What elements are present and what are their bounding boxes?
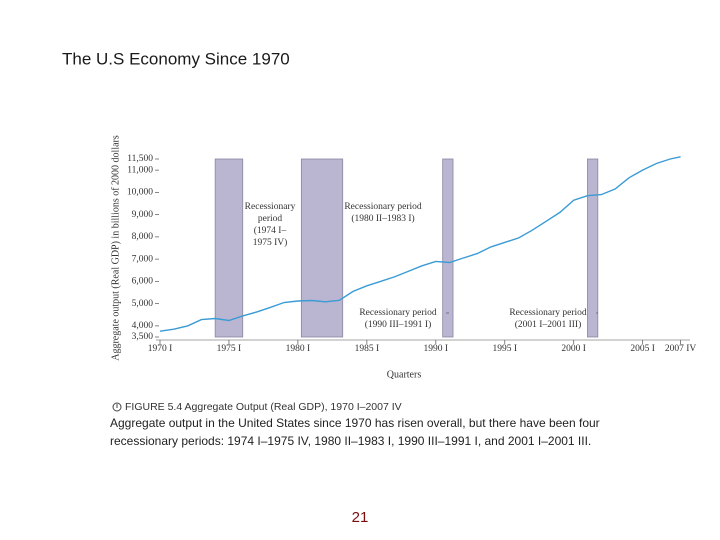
x-tick-label: 2005 I xyxy=(630,344,655,354)
y-tick-label: 6,000 xyxy=(132,277,154,287)
recession-band xyxy=(214,158,244,338)
y-tick-label: 9,000 xyxy=(132,210,154,220)
y-tick-label: 8,000 xyxy=(132,232,154,242)
x-tick-label: 1995 I xyxy=(492,344,517,354)
annotation: (1990 III–1991 I) xyxy=(365,319,431,330)
annotation: Recessionary period xyxy=(359,308,437,318)
description: recessionary periods: 1974 I–1975 IV, 19… xyxy=(110,434,591,448)
annotation: period xyxy=(258,214,283,224)
annotation: (2001 I–2001 III) xyxy=(515,319,581,330)
figure-caption: FIGURE 5.4 Aggregate Output (Real GDP), … xyxy=(125,401,402,413)
annotation: Recessionary period xyxy=(509,308,587,318)
annotation: (1974 I– xyxy=(254,225,287,236)
x-tick-label: 1985 I xyxy=(355,344,380,354)
x-tick-label: 1980 I xyxy=(286,344,311,354)
x-axis-label: Quarters xyxy=(387,369,422,380)
recession-band xyxy=(442,158,454,338)
description: Aggregate output in the United States si… xyxy=(110,416,600,430)
y-axis-label: Aggregate output (Real GDP) in billions … xyxy=(110,135,121,361)
slide-title: The U.S Economy Since 1970 xyxy=(62,49,290,68)
x-tick-label: 2007 IV xyxy=(665,344,697,354)
annotation: 1975 IV) xyxy=(253,237,288,248)
recession-band xyxy=(300,158,344,338)
annotation: (1980 II–1983 I) xyxy=(351,213,414,224)
y-tick-label: 3,500 xyxy=(132,332,154,342)
x-tick-label: 2000 I xyxy=(561,344,586,354)
y-tick-label: 4,000 xyxy=(132,321,154,331)
gdp-line xyxy=(159,156,681,332)
x-tick-label: 1975 I xyxy=(217,344,242,354)
recession-band xyxy=(587,158,599,338)
x-tick-label: 1990 I xyxy=(424,344,449,354)
annotation: Recessionary xyxy=(245,202,296,212)
x-tick-label: 1970 I xyxy=(148,344,173,354)
y-tick-label: 11,500 xyxy=(127,154,153,164)
y-tick-label: 11,000 xyxy=(127,165,153,175)
page-number: 21 xyxy=(352,509,369,526)
y-tick-label: 10,000 xyxy=(127,188,153,198)
y-tick-label: 7,000 xyxy=(132,254,154,264)
caption-icon xyxy=(112,402,122,412)
y-tick-label: 5,000 xyxy=(132,299,154,309)
annotation: Recessionary period xyxy=(344,202,422,212)
